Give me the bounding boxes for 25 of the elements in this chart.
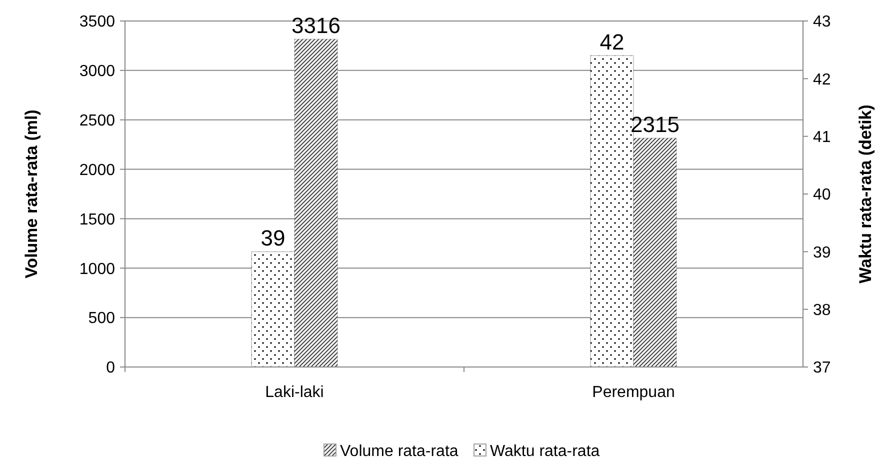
y-tick-label: 1000 (79, 260, 116, 278)
y2-tick-label: 43 (813, 14, 831, 31)
x-tick-label: Laki-laki (265, 384, 324, 401)
y-axis-title: Volume rata-rata (ml) (22, 110, 41, 278)
y2-tick-label: 38 (813, 302, 831, 319)
y2-tick-label: 42 (813, 71, 831, 88)
y2-tick-label: 40 (813, 186, 831, 204)
y2-tick-label: 37 (813, 360, 831, 377)
data-label: 3316 (292, 13, 340, 38)
y2-tick-label: 41 (813, 128, 831, 146)
y-tick-label: 2000 (79, 162, 116, 179)
y-tick-label: 3000 (79, 63, 116, 80)
y2-axis-title: Waktu rata-rata (detik) (856, 104, 875, 284)
y-tick-label: 0 (106, 360, 116, 377)
y-tick-label: 2500 (79, 112, 116, 130)
y-tick-label: 500 (88, 310, 116, 328)
data-label: 39 (260, 226, 286, 251)
legend-label: Waktu rata-rata (490, 443, 600, 460)
x-tick-label: Perempuan (592, 384, 675, 401)
y-tick-label: 3500 (79, 14, 116, 31)
legend-label: Volume rata-rata (340, 443, 458, 460)
data-label: 2315 (630, 112, 680, 138)
y-tick-label: 1500 (79, 211, 116, 228)
data-label: 42 (600, 30, 624, 55)
y2-tick-label: 39 (813, 244, 831, 262)
